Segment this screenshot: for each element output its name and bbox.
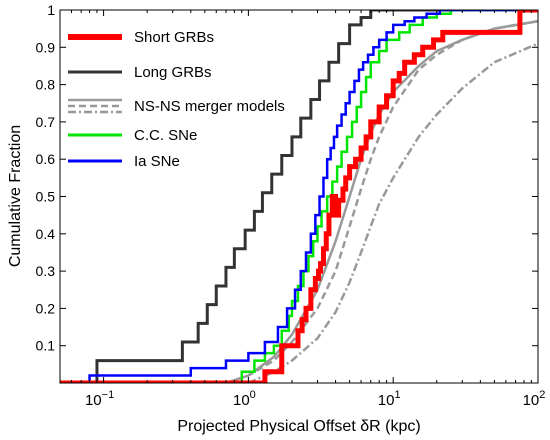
series-c-c-sne	[60, 10, 538, 383]
y-tick-label: 0.5	[36, 189, 56, 205]
legend-item-ns-ns-merger-models: NS-NS merger models	[68, 98, 285, 115]
x-tick-label: 10−1	[85, 389, 114, 409]
x-tick-label: 101	[378, 389, 401, 409]
y-tick-label: 0.9	[36, 39, 56, 55]
y-tick-label: 0.3	[36, 263, 56, 279]
x-tick-exponent: 1	[394, 389, 400, 401]
x-axis-label: Projected Physical Offset δR (kpc)	[177, 418, 420, 435]
y-axis-label: Cumulative Fraction	[7, 125, 24, 267]
legend-label: NS-NS merger models	[134, 98, 285, 115]
x-tick-label: 100	[233, 389, 256, 409]
legend-item-ia-sne: Ia SNe	[68, 153, 180, 170]
legend-item-short-grbs: Short GRBs	[68, 29, 214, 46]
y-tick-label: 1	[47, 2, 55, 18]
series-layer	[60, 10, 538, 383]
x-tick-exponent: 2	[539, 389, 545, 401]
x-tick-exponent: 0	[250, 389, 256, 401]
x-tick-label: 102	[523, 389, 546, 409]
series-short-grbs	[60, 10, 538, 383]
ns-ns-model-dashdot	[247, 42, 538, 383]
y-tick-label: 0.8	[36, 77, 56, 93]
x-tick-base: 10	[85, 392, 102, 409]
legend-item-long-grbs: Long GRBs	[68, 64, 212, 81]
legend-label: C.C. SNe	[134, 127, 197, 144]
legend-label: Short GRBs	[134, 29, 214, 46]
x-tick-base: 10	[378, 392, 395, 409]
y-tick-label: 0.7	[36, 114, 56, 130]
plot-area	[60, 10, 538, 383]
y-tick-label: 0.6	[36, 151, 56, 167]
legend: Short GRBs Long GRBs NS-NS merger models C.…	[68, 29, 285, 170]
y-tick-label: 0.4	[36, 226, 56, 242]
y-tick-label: 0.1	[36, 338, 56, 354]
legend-label: Long GRBs	[134, 64, 212, 81]
x-tick-base: 10	[523, 392, 540, 409]
series-ia-sne	[60, 10, 538, 383]
x-tick-exponent: −1	[102, 389, 115, 401]
y-tick-label: 0.2	[36, 300, 56, 316]
series-long-grbs	[60, 10, 538, 383]
legend-label: Ia SNe	[134, 153, 180, 170]
x-tick-base: 10	[233, 392, 250, 409]
tick-layer: 10−1 100 101 1020.10.20.30.40.50.60.70.80.9…	[36, 2, 546, 409]
legend-item-c-c-sne: C.C. SNe	[68, 127, 197, 144]
